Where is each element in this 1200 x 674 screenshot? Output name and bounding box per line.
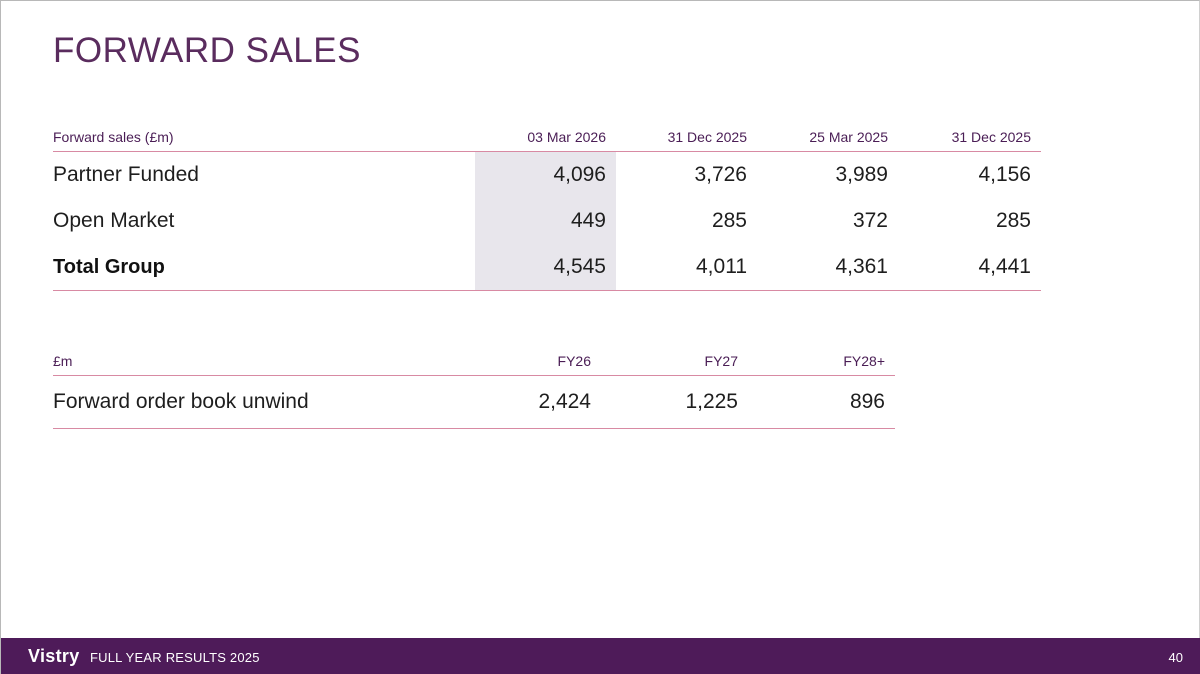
table-cell: 285 [995, 209, 1031, 232]
table-cell: 4,545 [475, 244, 616, 291]
table-cell: 4,096 [475, 151, 616, 198]
table-cell: 896 [748, 375, 895, 429]
table-cell: 4,011 [616, 244, 757, 291]
table-cell: 449 [475, 198, 616, 244]
table-cell: 2,424 [453, 375, 601, 429]
page-number: 40 [1168, 650, 1183, 665]
table-cell: 285 [711, 209, 747, 232]
column-header: FY26 [453, 347, 601, 376]
column-header: FY27 [601, 347, 748, 376]
table-row: Open Market 449 285 372 285 [53, 198, 1041, 244]
column-header: 03 Mar 2026 [475, 123, 616, 152]
brand-logo: Vistry [28, 646, 80, 666]
row-label: Partner Funded [53, 163, 199, 186]
footer-bar: Vistry FULL YEAR RESULTS 2025 40 [1, 638, 1200, 674]
table-cell: 372 [852, 209, 888, 232]
table-row-total: Total Group 4,545 4,011 4,361 4,441 [53, 244, 1041, 291]
column-header: 25 Mar 2025 [757, 123, 898, 152]
table-row: Partner Funded 4,096 3,726 3,989 4,156 [53, 151, 1041, 198]
event-title: FULL YEAR RESULTS 2025 [90, 650, 260, 665]
forward-sales-table: Forward sales (£m) 03 Mar 2026 31 Dec 20… [53, 123, 1041, 291]
column-header: FY28+ [748, 347, 895, 376]
row-label: Total Group [53, 244, 475, 291]
page-title: FORWARD SALES [53, 31, 361, 70]
table-cell: 4,361 [757, 244, 898, 291]
column-header: 31 Dec 2025 [616, 123, 757, 152]
column-header: 31 Dec 2025 [898, 123, 1041, 152]
column-header-label: £m [53, 347, 453, 376]
table-cell: 4,441 [898, 244, 1041, 291]
table-cell: 3,726 [694, 163, 747, 186]
table-header-row: £m FY26 FY27 FY28+ [53, 347, 895, 376]
row-label: Open Market [53, 209, 175, 232]
table-cell: 1,225 [601, 375, 748, 429]
table-cell: 4,156 [978, 163, 1031, 186]
table-cell: 3,989 [835, 163, 888, 186]
order-book-table: £m FY26 FY27 FY28+ Forward order book un… [53, 347, 895, 429]
column-header-label: Forward sales (£m) [53, 123, 475, 152]
table-row: Forward order book unwind 2,424 1,225 89… [53, 375, 895, 429]
row-label: Forward order book unwind [53, 375, 453, 429]
table-header-row: Forward sales (£m) 03 Mar 2026 31 Dec 20… [53, 123, 1041, 152]
